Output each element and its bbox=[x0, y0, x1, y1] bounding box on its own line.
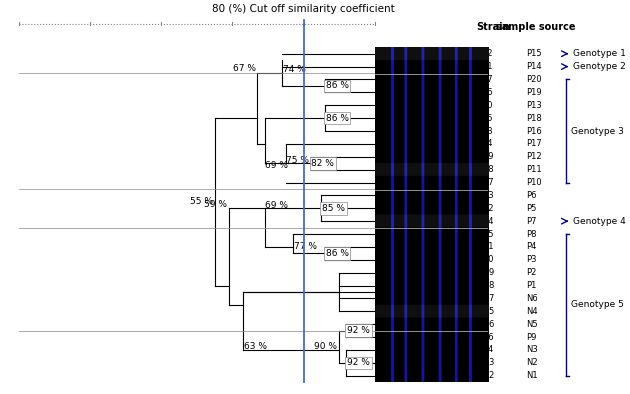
Text: P4: P4 bbox=[526, 242, 536, 251]
Text: P2: P2 bbox=[526, 268, 536, 277]
Text: 13: 13 bbox=[483, 191, 493, 200]
Text: P10: P10 bbox=[526, 178, 542, 187]
Text: P19: P19 bbox=[526, 88, 542, 97]
Text: P18: P18 bbox=[526, 113, 542, 123]
Text: 92 %: 92 % bbox=[347, 326, 370, 335]
Text: 86 %: 86 % bbox=[326, 82, 348, 90]
Text: 2: 2 bbox=[488, 371, 493, 380]
Text: 10: 10 bbox=[483, 255, 493, 264]
Text: 18: 18 bbox=[483, 165, 493, 174]
Text: 14: 14 bbox=[483, 217, 493, 226]
Text: 90 %: 90 % bbox=[314, 342, 338, 351]
Text: P7: P7 bbox=[526, 217, 537, 226]
Text: P3: P3 bbox=[526, 255, 537, 264]
Text: 8: 8 bbox=[488, 281, 493, 290]
Text: 11: 11 bbox=[483, 242, 493, 251]
Text: 69 %: 69 % bbox=[265, 161, 288, 170]
Text: 6: 6 bbox=[488, 320, 493, 329]
Text: 75 %: 75 % bbox=[287, 156, 309, 165]
Text: 12: 12 bbox=[483, 204, 493, 213]
Text: 23: 23 bbox=[483, 126, 493, 136]
Text: Genotype 5: Genotype 5 bbox=[571, 300, 624, 309]
Text: N5: N5 bbox=[526, 320, 537, 329]
Text: P17: P17 bbox=[526, 139, 542, 149]
Text: 25: 25 bbox=[483, 113, 493, 123]
Text: 24: 24 bbox=[483, 139, 493, 149]
Text: 15: 15 bbox=[483, 230, 493, 238]
Text: 82 %: 82 % bbox=[311, 159, 335, 168]
Text: Strain: Strain bbox=[476, 22, 510, 32]
Text: 22: 22 bbox=[483, 49, 493, 58]
Text: P6: P6 bbox=[526, 191, 537, 200]
Text: 92 %: 92 % bbox=[347, 359, 370, 367]
Text: P12: P12 bbox=[526, 152, 542, 161]
Text: N1: N1 bbox=[526, 371, 537, 380]
Text: 19: 19 bbox=[483, 152, 493, 161]
Text: P15: P15 bbox=[526, 49, 542, 58]
Text: 16: 16 bbox=[483, 333, 493, 342]
Text: 27: 27 bbox=[483, 75, 493, 84]
Text: P5: P5 bbox=[526, 204, 536, 213]
Text: N4: N4 bbox=[526, 307, 537, 316]
Text: 20: 20 bbox=[483, 101, 493, 110]
Text: Genotype 2: Genotype 2 bbox=[573, 62, 626, 71]
Text: 67 %: 67 % bbox=[233, 64, 256, 73]
Text: 17: 17 bbox=[483, 178, 493, 187]
Text: P9: P9 bbox=[526, 333, 536, 342]
Text: 74 %: 74 % bbox=[283, 65, 306, 74]
Text: 86 %: 86 % bbox=[326, 249, 348, 258]
Text: Genotype 4: Genotype 4 bbox=[573, 217, 626, 226]
Text: 7: 7 bbox=[488, 294, 493, 303]
Text: 55 %: 55 % bbox=[190, 197, 213, 206]
Text: 80 (%) Cut off similarity coefficient: 80 (%) Cut off similarity coefficient bbox=[212, 4, 395, 14]
Text: 59 %: 59 % bbox=[204, 200, 227, 209]
Text: P8: P8 bbox=[526, 230, 537, 238]
Text: 26: 26 bbox=[483, 88, 493, 97]
Text: N3: N3 bbox=[526, 346, 538, 355]
Text: 69 %: 69 % bbox=[265, 201, 288, 210]
Text: 5: 5 bbox=[488, 307, 493, 316]
Text: 9: 9 bbox=[488, 268, 493, 277]
Text: P14: P14 bbox=[526, 62, 542, 71]
Text: sample source: sample source bbox=[496, 22, 575, 32]
Text: Genotype 1: Genotype 1 bbox=[573, 49, 626, 58]
Text: Genotype 3: Genotype 3 bbox=[571, 126, 624, 136]
Text: 77 %: 77 % bbox=[294, 242, 317, 251]
Text: N2: N2 bbox=[526, 359, 537, 367]
Text: 86 %: 86 % bbox=[326, 113, 348, 123]
Text: N6: N6 bbox=[526, 294, 538, 303]
Text: P20: P20 bbox=[526, 75, 542, 84]
Text: 85 %: 85 % bbox=[322, 204, 345, 213]
Text: 3: 3 bbox=[488, 359, 493, 367]
Text: P13: P13 bbox=[526, 101, 542, 110]
Text: 4: 4 bbox=[488, 346, 493, 355]
Text: P11: P11 bbox=[526, 165, 542, 174]
Text: P1: P1 bbox=[526, 281, 536, 290]
Text: 63 %: 63 % bbox=[244, 342, 266, 351]
Text: P16: P16 bbox=[526, 126, 542, 136]
Text: 21: 21 bbox=[483, 62, 493, 71]
